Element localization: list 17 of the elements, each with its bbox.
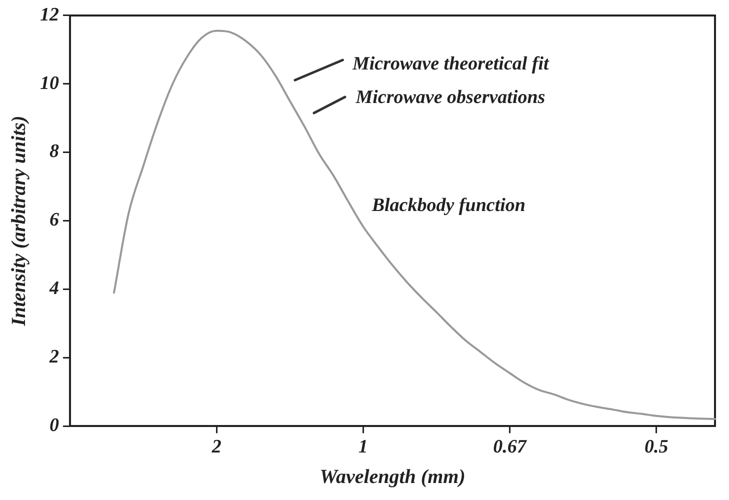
- annotation: Microwave theoretical fit: [352, 54, 550, 75]
- annotation: Microwave observations: [354, 86, 546, 108]
- x-axis-title: Wavelength (mm): [320, 466, 466, 488]
- x-tick-label: 2: [210, 436, 222, 458]
- annotation: Blackbody function: [370, 194, 526, 216]
- y-tick-label: 0: [50, 415, 60, 436]
- line-series: [112, 30, 716, 420]
- x-tick-label: 0.5: [644, 436, 669, 458]
- y-tick-label: 8: [50, 141, 60, 162]
- y-tick-label: 4: [48, 278, 59, 300]
- x-tick-label: 0.67: [493, 436, 528, 458]
- y-axis-title: Intensity (arbitrary units): [8, 116, 30, 327]
- y-tick-label: 12: [40, 4, 60, 26]
- y-tick-label: 10: [40, 72, 60, 94]
- x-tick-label: 1: [358, 436, 368, 458]
- y-tick-label: 2: [48, 346, 60, 368]
- y-tick-label: 6: [50, 210, 60, 231]
